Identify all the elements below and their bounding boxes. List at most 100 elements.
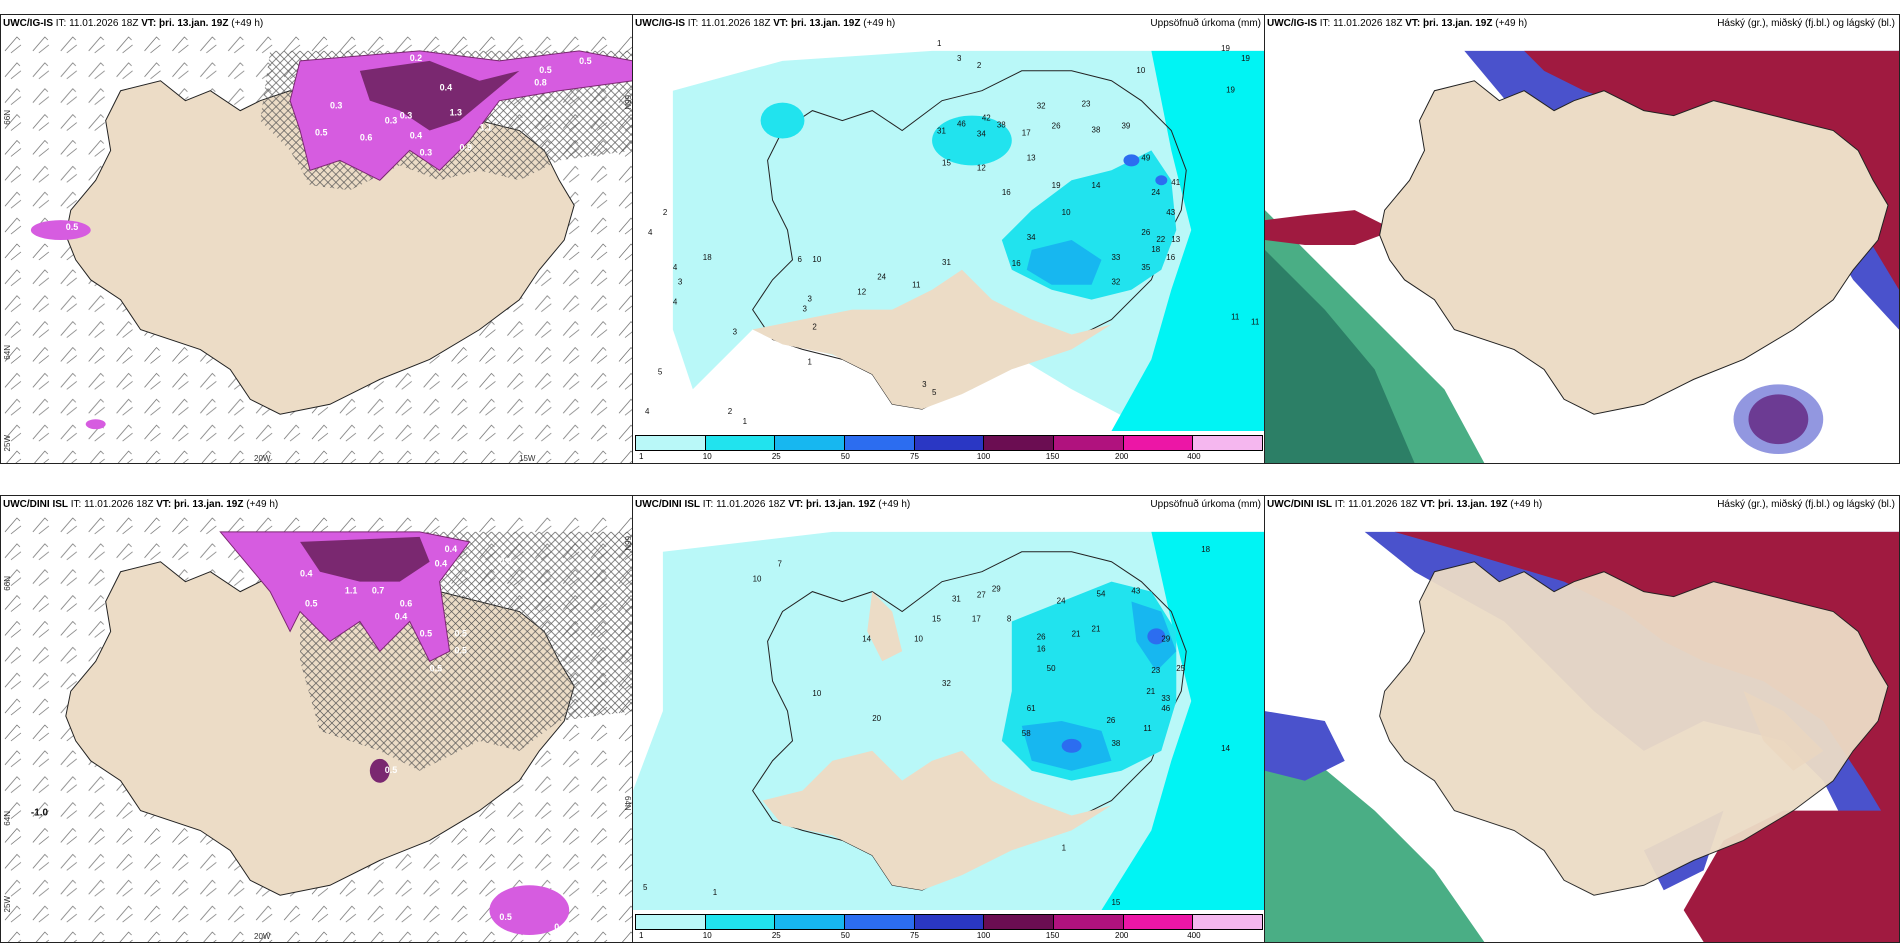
legend-swatch bbox=[914, 436, 985, 450]
value-label: 2 bbox=[728, 407, 733, 416]
value-label: 2 bbox=[663, 208, 668, 217]
value-label: 19 bbox=[1221, 44, 1230, 53]
value-label: 0.3 bbox=[420, 147, 432, 157]
value-label: 49 bbox=[1141, 153, 1150, 162]
lat-label-66-right: 66N bbox=[623, 95, 632, 110]
legend-tick: 200 bbox=[1115, 452, 1129, 461]
legend-tick: 75 bbox=[910, 452, 919, 461]
lon-label-25: 25W bbox=[3, 896, 12, 913]
valid-time: þri. 13.jan. 19Z bbox=[806, 499, 876, 510]
precip-dark-spot bbox=[1061, 738, 1082, 753]
value-label: 14 bbox=[862, 634, 871, 643]
value-label: 15 bbox=[932, 614, 941, 623]
precip-dark-spot bbox=[1123, 154, 1140, 167]
lon-label-15: 15W bbox=[519, 454, 536, 463]
value-label: 0.7 bbox=[372, 586, 384, 596]
value-label: 50 bbox=[1047, 664, 1056, 673]
legend-ticks: 1 10 25 50 75 100 150 200 400 bbox=[635, 452, 1263, 462]
value-label: 43 bbox=[1131, 587, 1140, 596]
value-label: 20 bbox=[872, 714, 881, 723]
value-label: 0.4 bbox=[445, 544, 457, 554]
value-label: 14 bbox=[1221, 744, 1230, 753]
init-time: IT: 11.01.2026 18Z bbox=[70, 499, 154, 510]
legend-swatch bbox=[845, 436, 915, 450]
lat-label-66: 66N bbox=[3, 110, 12, 125]
lead-time: (+49 h) bbox=[1510, 499, 1543, 510]
map-svg: 0.4 0.4 0.4 0.3 1.1 0.7 0.5 0.6 0.4 0.5 … bbox=[1, 512, 633, 942]
value-label: 2 bbox=[812, 323, 817, 332]
value-label: 22 bbox=[1156, 235, 1165, 244]
map-area: 0.4 0.4 0.4 0.3 1.1 0.7 0.5 0.6 0.4 0.5 … bbox=[1, 512, 633, 942]
map-svg bbox=[1265, 31, 1899, 463]
value-label: 0.5 bbox=[499, 912, 511, 922]
precip-west bbox=[30, 220, 91, 241]
value-label: 26 bbox=[1037, 632, 1046, 641]
legend-swatch bbox=[845, 915, 915, 929]
legend-swatch bbox=[1193, 436, 1263, 450]
value-label: 39 bbox=[1121, 122, 1130, 131]
map-area: 18 54 43 24 31 50 21 16 27 17 8 15 10 20… bbox=[633, 512, 1265, 910]
legend-swatch bbox=[1123, 915, 1194, 929]
value-label: 10 bbox=[812, 255, 821, 264]
land-gap-north bbox=[867, 591, 903, 662]
legend-swatch bbox=[1193, 915, 1263, 929]
legend-tick: 400 bbox=[1187, 931, 1201, 940]
panel-accum-precip-row1: UWC/IG-IS IT: 11.01.2026 18Z VT: þri. 13… bbox=[632, 14, 1266, 464]
value-label: 4 bbox=[673, 298, 678, 307]
valid-label: VT: bbox=[1420, 499, 1436, 510]
model-name: UWC/DINI ISL bbox=[1267, 499, 1332, 510]
ocean-cyan bbox=[1101, 531, 1265, 910]
model-name: UWC/DINI ISL bbox=[635, 499, 700, 510]
value-label: 21 bbox=[1072, 629, 1081, 638]
value-label: 0.4 bbox=[300, 569, 312, 579]
panel-clouds-row1: UWC/IG-IS IT: 11.01.2026 18Z VT: þri. 13… bbox=[1264, 14, 1900, 464]
panel-header: UWC/DINI ISL IT: 11.01.2026 18Z VT: þri.… bbox=[635, 498, 1261, 512]
value-label: 21 bbox=[1092, 624, 1101, 633]
model-name: UWC/IG-IS bbox=[3, 18, 53, 29]
value-label: 24 bbox=[877, 273, 886, 282]
value-label: 4 bbox=[673, 263, 678, 272]
value-label: 0.3 bbox=[400, 111, 412, 121]
panel-clouds-row2: UWC/DINI ISL IT: 11.01.2026 18Z VT: þri.… bbox=[1264, 495, 1900, 943]
lead-time: (+49 h) bbox=[246, 499, 279, 510]
value-label: 12 bbox=[857, 288, 866, 297]
legend-tick: 400 bbox=[1187, 452, 1201, 461]
value-label: 23 bbox=[1082, 100, 1091, 109]
value-label: 16 bbox=[1166, 253, 1175, 262]
value-label: 17 bbox=[972, 614, 981, 623]
map-area: 3 2 1 19 19 19 10 23 32 26 38 39 31 46 3… bbox=[633, 31, 1265, 431]
land-no-precip bbox=[762, 750, 1112, 891]
value-label: 0.9 bbox=[554, 922, 566, 932]
precip-dark-spot bbox=[1155, 175, 1168, 186]
map-area bbox=[1265, 512, 1899, 942]
value-label: 42 bbox=[982, 114, 991, 123]
value-label: 26 bbox=[1107, 716, 1116, 725]
value-labels: 3 2 1 19 19 19 10 23 32 26 38 39 31 46 3… bbox=[645, 39, 1260, 426]
value-label: 0.4 bbox=[440, 83, 452, 93]
valid-label: VT: bbox=[1405, 18, 1421, 29]
value-label: 26 bbox=[1052, 122, 1061, 131]
lat-label-64: 64N bbox=[3, 345, 12, 360]
init-time: IT: 11.01.2026 18Z bbox=[687, 18, 771, 29]
precip-mid-northwest bbox=[760, 102, 805, 139]
value-label: 0.2 bbox=[410, 53, 422, 63]
legend-tick: 1 bbox=[639, 931, 644, 940]
value-label: 3 bbox=[922, 380, 927, 389]
value-label: 1.3 bbox=[450, 108, 462, 118]
legend-bar bbox=[635, 914, 1263, 930]
value-label: 1 bbox=[713, 888, 718, 897]
value-label: 21 bbox=[1146, 687, 1155, 696]
value-label: 32 bbox=[1111, 278, 1120, 287]
value-label: 18 bbox=[1151, 245, 1160, 254]
panel-header: UWC/DINI ISL IT: 11.01.2026 18Z VT: þri.… bbox=[3, 498, 629, 512]
precip-mid-north bbox=[932, 115, 1012, 166]
legend-tick: 10 bbox=[702, 452, 712, 461]
value-label: 34 bbox=[1027, 233, 1036, 242]
value-labels: 0.4 0.4 0.4 0.3 1.1 0.7 0.5 0.6 0.4 0.5 … bbox=[31, 544, 602, 932]
cloud-mid-southeast bbox=[1733, 384, 1824, 455]
value-label: -1.0 bbox=[31, 808, 49, 819]
value-label: 3 bbox=[807, 295, 812, 304]
legend-tick: 25 bbox=[771, 452, 781, 461]
value-label: 18 bbox=[703, 253, 712, 262]
value-label: 3 bbox=[957, 54, 962, 63]
